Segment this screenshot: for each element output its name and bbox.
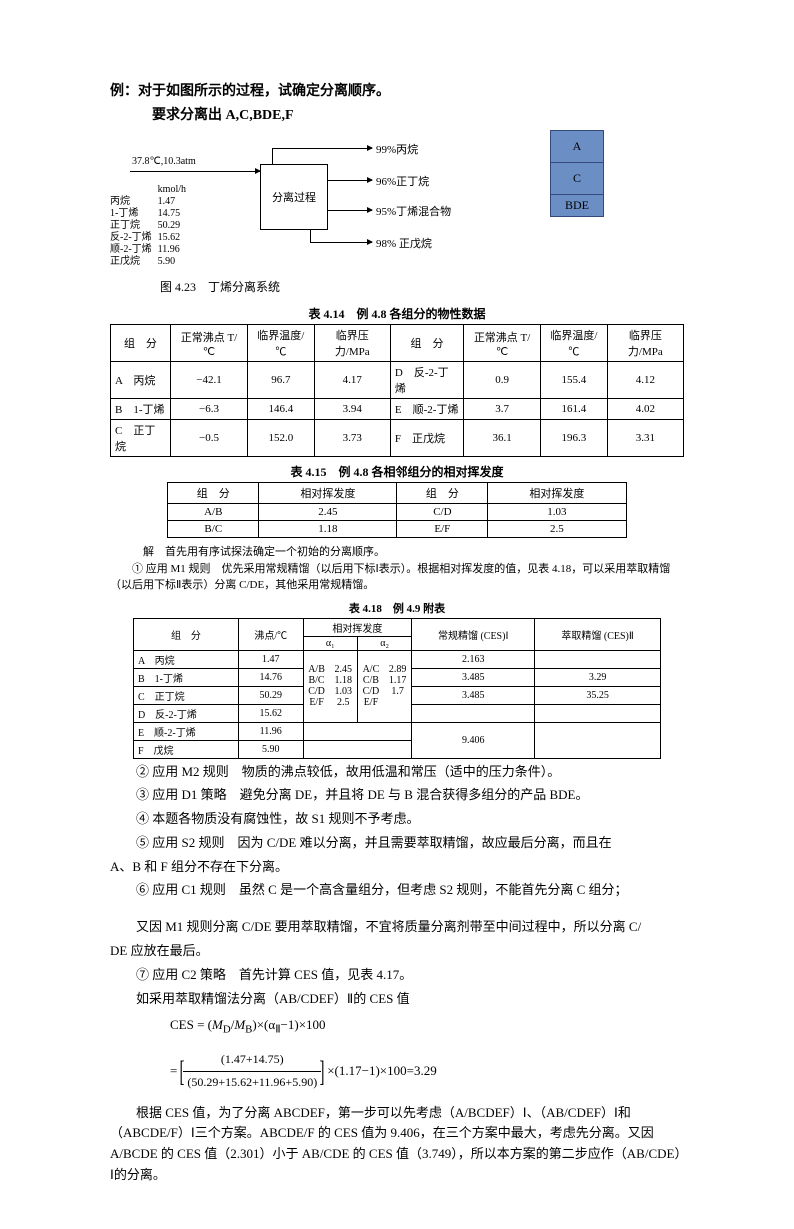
table-row: A 丙烷−42.196.74.17D 反-2-丁烯0.9155.44.12	[111, 362, 684, 399]
out-label-1: 99%丙烷	[376, 141, 418, 157]
table-row: B/C1.18E/F2.5	[168, 521, 626, 538]
para-s2a: ⑤ 应用 S2 规则 因为 C/DE 难以分离，并且需要萃取精馏，故应最后分离，…	[110, 833, 684, 854]
table-row: 组 分 沸点/℃ 相对挥发度 常规精馏 (CES)Ⅰ 萃取精馏 (CES)Ⅱ	[133, 618, 660, 636]
formula-ces-calc: =[ (1.47+14.75) (50.29+15.62+11.96+5.90)…	[170, 1045, 684, 1099]
problem-title-line2: 要求分离出 A,C,BDE,F	[110, 104, 684, 124]
flow-diagram: 37.8℃,10.3atm kmol/h 丙烷1.47 1-丁烯14.75 正丁…	[110, 130, 430, 270]
para-c2: ⑦ 应用 C2 策略 首先计算 CES 值，见表 4.17。	[110, 965, 684, 986]
out-arrow-3	[327, 210, 372, 211]
solution-opening: 解 首先用有序试探法确定一个初始的分离顺序。 ① 应用 M1 规则 优先采用常规…	[110, 544, 684, 594]
feed-composition: kmol/h 丙烷1.47 1-丁烯14.75 正丁烷50.29 反-2-丁烯1…	[110, 184, 192, 268]
table414-caption: 表 4.14 例 4.8 各组分的物性数据	[110, 305, 684, 322]
table-row: B 1-丁烯−6.3146.43.94E 顺-2-丁烯3.7161.44.02	[111, 399, 684, 420]
out-label-2: 96%正丁烷	[376, 173, 429, 189]
formula-tail: ×(1.17−1)×100=3.29	[327, 1063, 436, 1078]
para-final: 根据 CES 值，为了分离 ABCDEF，第一步可以先考虑（A/BCDEF）Ⅰ、…	[110, 1103, 684, 1186]
figure-caption: 图 4.23 丁烯分离系统	[160, 278, 684, 295]
para-m1b: DE 应放在最后。	[110, 941, 684, 962]
para-d1: ③ 应用 D1 策略 避免分离 DE，并且将 DE 与 B 混合获得多组分的产品…	[110, 785, 684, 806]
frac-den: (50.29+15.62+11.96+5.90)	[183, 1072, 321, 1094]
problem-title-line1: 例：对于如图所示的过程，试确定分离顺序。	[110, 80, 684, 100]
table-row: E 顺-2-丁烯11.969.406	[133, 722, 660, 740]
out-arrow-2	[327, 180, 372, 181]
table-row: A 丙烷1.47 A/BB/CC/DE/F 2.451.181.032.5 A/…	[133, 650, 660, 668]
product-cell-c: C	[550, 162, 604, 195]
product-cell-bde: BDE	[550, 194, 604, 217]
formula-ces-def: CES = (MD/MB)×(αⅡ−1)×100	[170, 1013, 684, 1040]
product-stack: A C BDE	[550, 130, 604, 216]
out-arrow-1	[272, 148, 372, 149]
out-stub-1	[272, 148, 273, 164]
para-m2: ② 应用 M2 规则 物质的沸点较低，故用低温和常压（适中的压力条件）。	[110, 762, 684, 783]
table418-caption: 表 4.18 例 4.9 附表	[110, 600, 684, 616]
feed-condition: 37.8℃,10.3atm	[132, 156, 196, 167]
table-row: 组 分正常沸点 T/℃临界温度/℃临界压力/MPa 组 分正常沸点 T/℃临界温…	[111, 325, 684, 362]
feed-table: kmol/h 丙烷1.47 1-丁烯14.75 正丁烷50.29 反-2-丁烯1…	[110, 184, 192, 268]
para-s2b: A、B 和 F 组分不存在下分离。	[110, 857, 684, 878]
out-arrow-4	[310, 242, 372, 243]
table415: 组 分相对挥发度组 分相对挥发度 A/B2.45C/D1.03 B/C1.18E…	[167, 482, 626, 538]
process-label: 分离过程	[272, 189, 316, 205]
diagram-zone: 37.8℃,10.3atm kmol/h 丙烷1.47 1-丁烯14.75 正丁…	[110, 130, 684, 270]
out-label-4: 98% 正戊烷	[376, 235, 432, 251]
table414: 组 分正常沸点 T/℃临界温度/℃临界压力/MPa 组 分正常沸点 T/℃临界温…	[110, 324, 684, 457]
para-c2b: 如采用萃取精馏法分离（AB/CDEF）Ⅱ的 CES 值	[110, 989, 684, 1010]
process-box: 分离过程	[260, 164, 328, 230]
table415-caption: 表 4.15 例 4.8 各相邻组分的相对挥发度	[110, 463, 684, 480]
out-stub-4	[310, 229, 311, 242]
table-row: 组 分相对挥发度组 分相对挥发度	[168, 483, 626, 504]
para-c1: ⑥ 应用 C1 规则 虽然 C 是一个高含量组分，但考虑 S2 规则，不能首先分…	[110, 880, 684, 901]
para-m1a: 又因 M1 规则分离 C/DE 要用萃取精馏，不宜将质量分离剂带至中间过程中，所…	[110, 917, 684, 938]
para-s1: ④ 本题各物质没有腐蚀性，故 S1 规则不予考虑。	[110, 809, 684, 830]
frac-num: (1.47+14.75)	[183, 1049, 321, 1072]
table418: 组 分 沸点/℃ 相对挥发度 常规精馏 (CES)Ⅰ 萃取精馏 (CES)Ⅱ α…	[133, 618, 661, 759]
out-label-3: 95%丁烯混合物	[376, 203, 451, 219]
feed-arrow	[130, 171, 260, 172]
product-cell-a: A	[550, 130, 604, 163]
table-row: A/B2.45C/D1.03	[168, 504, 626, 521]
table-row: C 正丁烷−0.5152.03.73F 正戊烷36.1196.33.31	[111, 420, 684, 457]
